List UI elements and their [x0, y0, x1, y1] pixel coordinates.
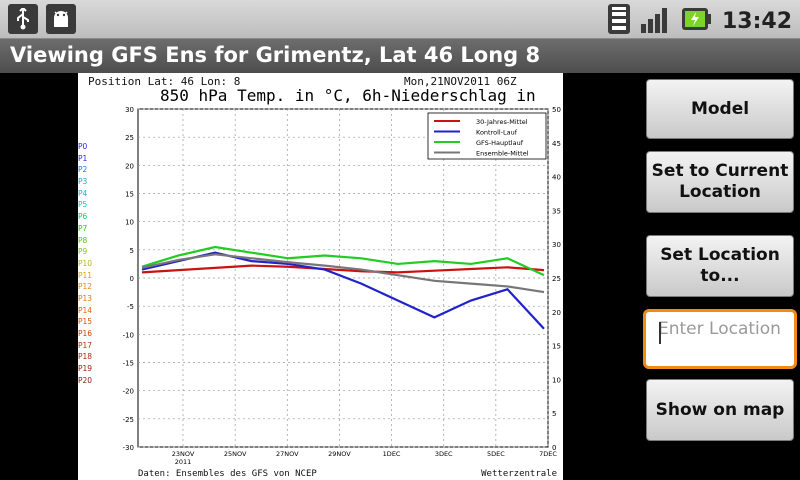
ensemble-member-label: P13 — [78, 293, 93, 303]
show-on-map-button[interactable]: Show on map — [646, 379, 794, 441]
ensemble-member-label: P5 — [78, 200, 88, 210]
ensemble-member-label: P11 — [78, 270, 93, 280]
y-left-tick-label: 30 — [125, 106, 134, 114]
x-tick-label: 1DEC — [383, 450, 401, 458]
y-left-tick-label: 5 — [130, 247, 134, 255]
set-current-location-button[interactable]: Set to Current Location — [646, 151, 794, 213]
y-right-tick-label: 10 — [552, 376, 561, 384]
x-tick-label: 29NOV — [328, 450, 351, 458]
page-title: Viewing GFS Ens for Grimentz, Lat 46 Lon… — [10, 43, 541, 67]
y-left-tick-label: -15 — [123, 360, 134, 368]
x-tick-label: 2011 — [175, 458, 192, 466]
x-tick-label: 27NOV — [276, 450, 299, 458]
ensemble-member-label: P15 — [78, 317, 93, 327]
title-bar: Viewing GFS Ens for Grimentz, Lat 46 Lon… — [0, 39, 800, 73]
ensemble-member-label: P16 — [78, 329, 93, 338]
ensemble-member-label: P6 — [78, 212, 88, 222]
android-debug-icon — [46, 4, 76, 34]
text-caret — [659, 322, 661, 344]
series-line — [141, 245, 545, 277]
chart-date: Mon,21NOV2011 06Z — [404, 75, 517, 88]
clock: 13:42 — [721, 8, 792, 34]
battery-charging-icon — [681, 6, 712, 36]
y-left-tick-label: -20 — [123, 388, 134, 396]
x-tick-label: 25NOV — [224, 450, 247, 458]
ensemble-member-label: P0 — [78, 142, 88, 151]
y-right-tick-label: 15 — [552, 343, 561, 351]
series-line — [141, 264, 545, 274]
series-line — [141, 253, 545, 294]
set-location-button[interactable]: Set Location to... — [646, 235, 794, 297]
y-left-tick-label: 0 — [130, 275, 134, 283]
ensemble-member-label: P14 — [78, 305, 93, 315]
ensemble-member-label: P3 — [78, 177, 88, 187]
y-left-tick-label: 10 — [125, 219, 134, 227]
model-button[interactable]: Model — [646, 79, 794, 139]
legend-label: Ensemble-Mittel — [476, 150, 529, 158]
location-input[interactable] — [656, 318, 800, 340]
ensemble-member-label: P8 — [78, 235, 88, 245]
y-right-tick-label: 45 — [552, 140, 561, 148]
x-tick-label: 7DEC — [539, 450, 557, 458]
y-left-tick-label: -5 — [127, 303, 134, 311]
usb-icon — [8, 4, 38, 34]
ensemble-member-label: P19 — [78, 364, 93, 374]
side-panel: Model Set to Current Location Set Locati… — [640, 73, 800, 480]
ensemble-member-label: P9 — [78, 247, 88, 257]
y-right-tick-label: 40 — [552, 174, 561, 182]
x-tick-label: 23NOV — [172, 450, 195, 458]
ensemble-member-label: P20 — [78, 375, 93, 385]
x-tick-label: 5DEC — [487, 450, 505, 458]
y-left-tick-label: -30 — [123, 444, 134, 452]
ensemble-member-label: P17 — [78, 340, 93, 350]
legend-label: GFS-Hauptlauf — [476, 139, 524, 147]
ensemble-member-label: P1 — [78, 153, 88, 163]
y-left-tick-label: 25 — [125, 134, 134, 142]
ensemble-member-label: P10 — [78, 258, 93, 268]
y-right-tick-label: 35 — [552, 207, 561, 215]
y-right-tick-label: 50 — [552, 106, 561, 114]
y-left-tick-label: 15 — [125, 191, 134, 199]
y-left-tick-label: 20 — [125, 162, 134, 170]
y-right-tick-label: 30 — [552, 241, 561, 249]
forecast-chart: Position Lat: 46 Lon: 8 Mon,21NOV2011 06… — [78, 73, 563, 480]
y-right-tick-label: 5 — [552, 410, 556, 418]
y-right-tick-label: 25 — [552, 275, 561, 283]
chart-footer-brand: Wetterzentrale — [481, 469, 557, 479]
ensemble-member-label: P4 — [78, 188, 88, 198]
main-content: Position Lat: 46 Lon: 8 Mon,21NOV2011 06… — [0, 73, 800, 480]
y-right-tick-label: 20 — [552, 309, 561, 317]
status-bar: 13:42 — [0, 0, 800, 39]
ensemble-member-label: P18 — [78, 352, 93, 362]
location-input-box[interactable] — [643, 309, 800, 369]
legend-box — [427, 112, 547, 160]
ensemble-member-list: P0 P1 P2 P3 P4 P5 P6 P7 P8 P9 P10 P11 P12 P13 P14 P15 P1… — [78, 141, 96, 386]
ensemble-member-label: P7 — [78, 223, 88, 233]
ensemble-member-label: P2 — [78, 165, 88, 175]
legend-label: 30-Jahres-Mittel — [476, 118, 528, 126]
ensemble-member-label: P12 — [78, 282, 93, 292]
wifi-icon — [607, 4, 630, 38]
x-tick-label: 3DEC — [435, 450, 453, 458]
y-right-tick-label: 0 — [552, 444, 556, 452]
chart-position: Position Lat: 46 Lon: 8 — [88, 75, 241, 88]
y-left-tick-label: -10 — [123, 331, 134, 339]
chart-footer-source: Daten: Ensembles des GFS von NCEP — [138, 469, 317, 479]
chart-plot: 302520151050-5-10-15-20-25-3050454035302… — [123, 106, 561, 466]
y-left-tick-label: -25 — [123, 416, 134, 424]
series-line — [141, 251, 545, 330]
legend-label: Kontroll-Lauf — [476, 129, 518, 137]
signal-icon — [640, 4, 672, 38]
